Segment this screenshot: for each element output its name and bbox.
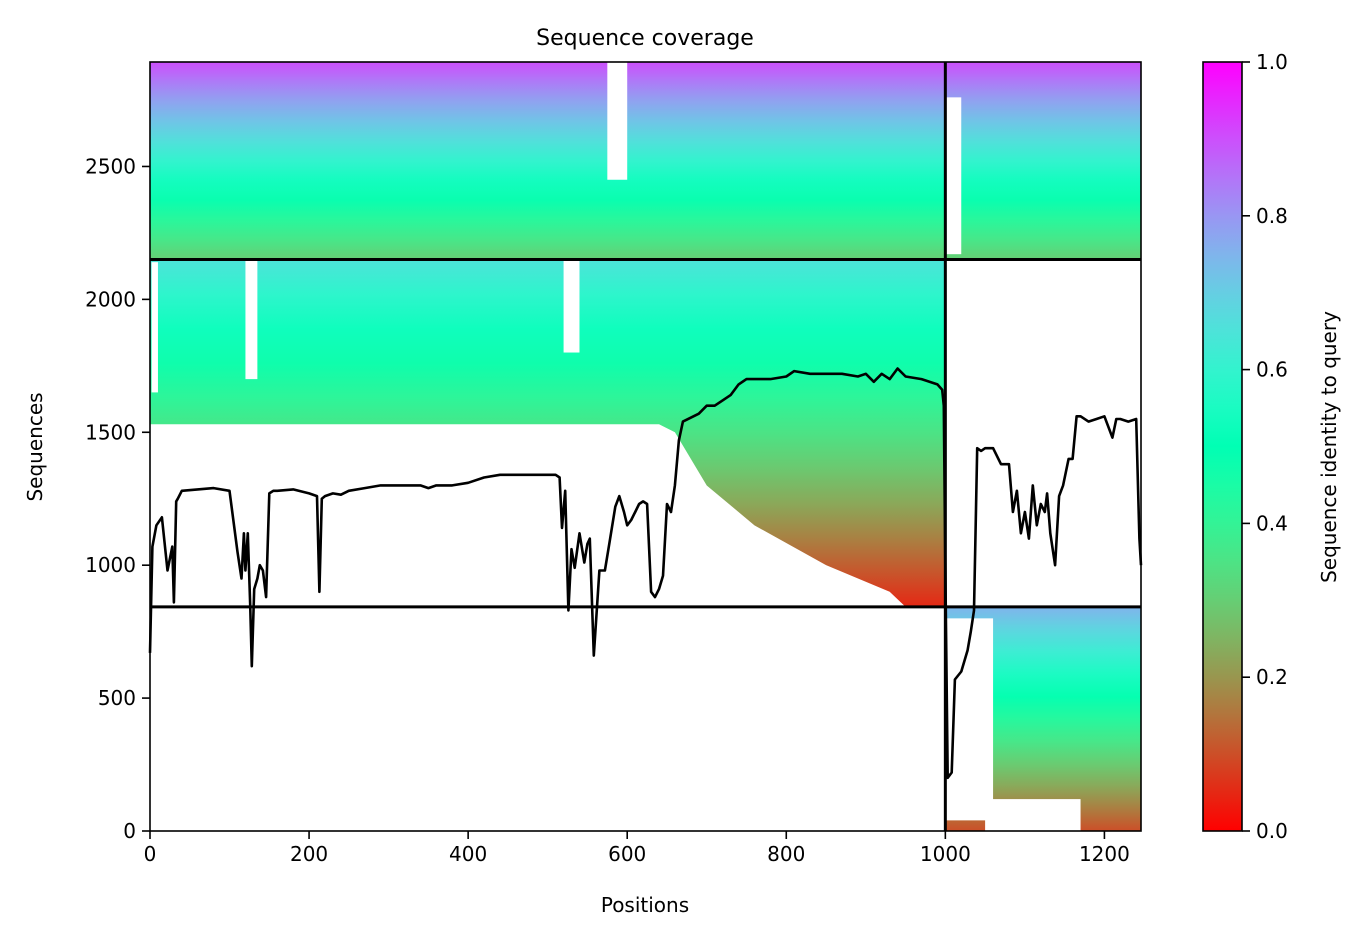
x-tick-label: 600 [608,842,646,866]
y-axis-label: Sequences [23,392,47,501]
colorbar-label: Sequence identity to query [1317,311,1341,583]
x-tick-label: 1000 [920,842,971,866]
gap-streak-1 [245,259,258,380]
x-tick-label: 200 [290,842,328,866]
upper-right-gap [945,97,962,255]
msa-gaps [150,62,1141,831]
y-tick-label: 2000 [85,287,136,311]
plot-frame [149,61,1142,832]
lower-right-bottom-gap [985,799,1081,831]
msa-block-1 [150,62,1141,260]
right-middle-empty [945,259,1141,607]
middle-block-gap [150,424,906,607]
x-axis-ticks: 0 200 400 600 800 1000 1200 [144,831,1130,866]
colorbar: 0.0 0.2 0.4 0.6 0.8 1.0 [1202,50,1288,843]
gap-streak-2 [563,259,580,353]
y-tick-label: 2500 [85,154,136,178]
y-tick-label: 1000 [85,553,136,577]
y-tick-label: 500 [98,686,136,710]
colorbar-tick-label: 0.4 [1256,511,1288,535]
colorbar-gradient [1202,61,1243,832]
colorbar-tick-label: 0.2 [1256,665,1288,689]
lower-left-empty [150,606,946,831]
x-tick-label: 0 [144,842,157,866]
x-tick-label: 400 [449,842,487,866]
colorbar-tick-label: 0.0 [1256,819,1288,843]
chart-title: Sequence coverage [536,26,754,51]
x-tick-label: 800 [767,842,805,866]
colorbar-tick-label: 0.6 [1256,358,1288,382]
colorbar-tick-label: 1.0 [1256,50,1288,74]
gap-streak-3 [607,62,628,180]
colorbar-tick-label: 0.8 [1256,204,1288,228]
gap-streak-4 [151,262,158,393]
y-tick-label: 0 [123,819,136,843]
y-axis-ticks: 0 500 1000 1500 2000 2500 [85,154,150,843]
x-tick-label: 1200 [1079,842,1130,866]
coverage-line [148,367,1143,780]
x-axis-label: Positions [601,893,689,917]
y-tick-label: 1500 [85,420,136,444]
